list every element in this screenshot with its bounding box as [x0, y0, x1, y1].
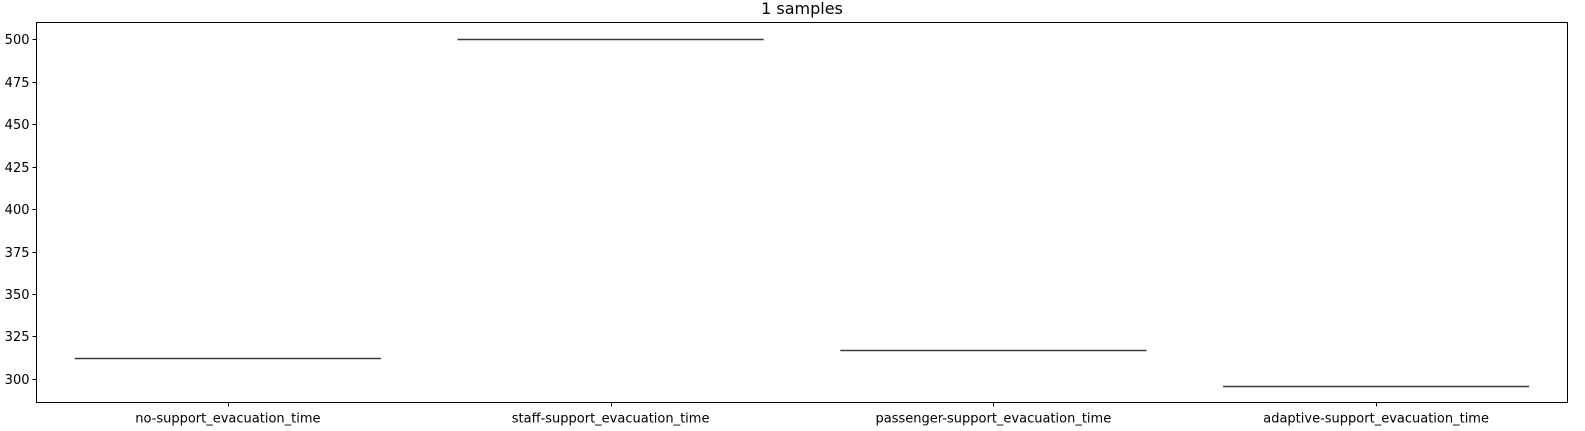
y-tick-label: 325	[5, 330, 30, 345]
y-tick-label: 425	[5, 161, 30, 176]
y-tick-label: 300	[5, 373, 30, 388]
x-axis: no-support_evacuation_time staff-support_…	[135, 402, 1489, 427]
y-tick-label: 450	[5, 118, 30, 133]
y-axis: 300 325 350 375 400 425 450 475 500	[5, 33, 37, 388]
plot-frame	[36, 22, 1568, 403]
y-tick-label: 400	[5, 203, 30, 218]
x-tick-label: staff-support_evacuation_time	[512, 412, 710, 427]
y-tick-label: 475	[5, 76, 30, 91]
sample-lines	[74, 38, 1530, 388]
y-tick-label: 375	[5, 246, 30, 261]
x-tick-label: passenger-support_evacuation_time	[876, 412, 1112, 427]
x-tick-label: no-support_evacuation_time	[135, 412, 320, 427]
x-tick-label: adaptive-support_evacuation_time	[1263, 412, 1489, 427]
y-tick-label: 500	[5, 33, 30, 48]
chart-title: 1 samples	[761, 0, 843, 18]
y-tick-label: 350	[5, 288, 30, 303]
